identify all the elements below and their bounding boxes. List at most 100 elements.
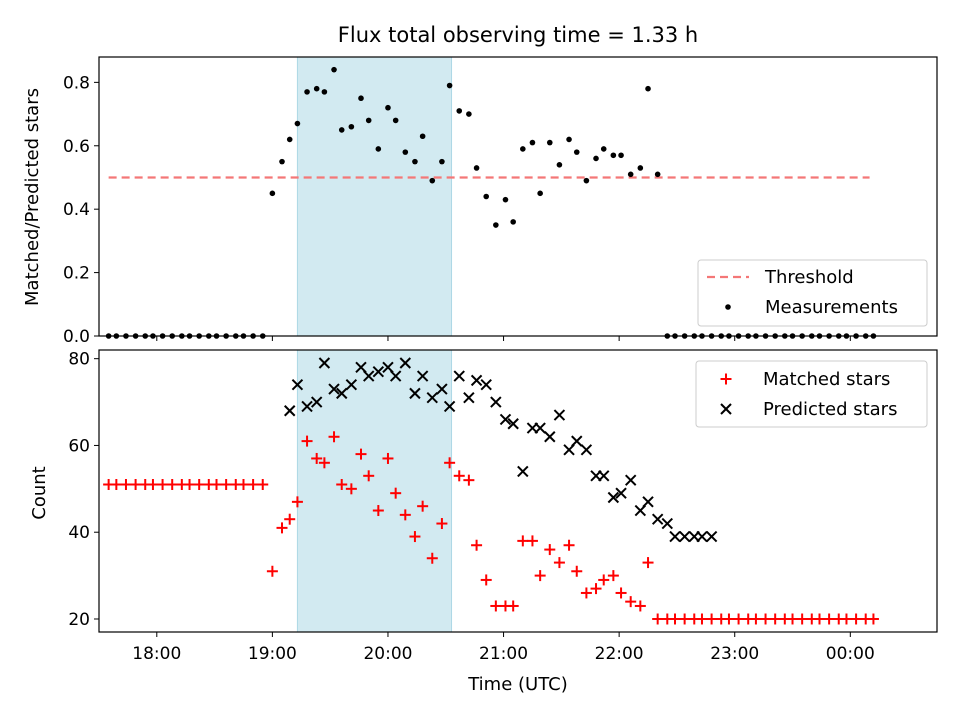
measurement-point: [294, 120, 301, 127]
matched-star-point: [544, 544, 556, 556]
matched-star-point: [284, 513, 296, 525]
predicted-star-point: [480, 379, 492, 391]
predicted-star-point-b: [507, 418, 519, 430]
legend-measurements-swatch: [725, 304, 731, 310]
matched-star-point: [733, 613, 745, 625]
predicted-star-point: [669, 530, 681, 543]
measurement-point: [618, 152, 624, 159]
measurement-point: [546, 139, 553, 146]
measurement-point: [385, 104, 391, 111]
matched-star-point: [436, 518, 448, 530]
predicted-star-point: [642, 496, 654, 508]
predicted-star-point: [544, 431, 556, 443]
measurement-point: [446, 82, 453, 89]
matched-star-point: [634, 600, 646, 612]
bottom-y-tick-label: 80: [68, 350, 90, 370]
measurement-point: [358, 95, 364, 102]
matched-star-point: [382, 452, 394, 464]
measurement-point: [600, 146, 607, 152]
predicted-star-point-b: [651, 513, 664, 525]
matched-star-point: [417, 500, 429, 512]
predicted-star-point: [328, 383, 340, 395]
measurement-point: [502, 196, 509, 203]
matched-star-point: [669, 613, 681, 625]
legend-predicted-label: Predicted stars: [763, 399, 897, 420]
measurement-point: [627, 171, 634, 178]
top-highlight-span-layer: [296, 56, 453, 337]
measurement-point: [348, 123, 355, 130]
legend-predicted-swatch: [720, 403, 732, 415]
measurement-point: [593, 155, 599, 162]
measurement-point: [537, 190, 543, 197]
top-y-tick-label: 0.0: [63, 327, 90, 347]
predicted-star-point: [624, 474, 637, 486]
predicted-star-point-b: [490, 396, 502, 408]
predicted-star-point-b: [615, 487, 627, 499]
matched-star-point: [157, 478, 169, 490]
predicted-star-point-b: [318, 357, 331, 369]
predicted-star-point-b: [499, 413, 512, 426]
matched-star-point: [444, 457, 456, 469]
predicted-star-point-b: [580, 444, 593, 456]
bottom-y-axis-label: Count: [29, 466, 50, 519]
matched-stars-layer: [103, 431, 879, 625]
matched-star-point: [247, 478, 259, 490]
predicted-star-point-b: [345, 379, 358, 391]
matched-star-point: [120, 478, 132, 490]
measurement-point: [510, 219, 516, 225]
measurement-point: [573, 149, 580, 155]
matched-star-point: [490, 600, 502, 612]
matched-star-point: [130, 478, 142, 490]
matched-star-point: [840, 613, 852, 625]
measurement-point: [637, 165, 644, 171]
matched-star-point: [553, 557, 565, 569]
measurement-point: [529, 139, 536, 146]
bottom-x-axis: 18:00 19:00 20:00 21:00 22:00 23:00 00:00: [132, 632, 875, 664]
predicted-star-point-b: [571, 435, 583, 447]
predicted-star-point-b: [696, 530, 708, 543]
bottom-x-tick-label: 18:00: [132, 644, 181, 664]
predicted-star-point: [463, 392, 475, 404]
measurement-point: [456, 108, 463, 114]
predicted-star-point: [310, 396, 323, 408]
matched-star-point: [399, 509, 411, 521]
matched-star-point: [426, 552, 438, 564]
predicted-star-point-b: [382, 361, 394, 374]
measurement-point: [466, 111, 472, 117]
top-y-tick-label: 0.8: [63, 73, 90, 93]
matched-star-point: [266, 565, 278, 577]
matched-star-point: [625, 596, 637, 608]
matched-star-point: [563, 539, 575, 551]
predicted-star-point: [409, 387, 421, 400]
matched-star-point: [517, 535, 529, 547]
matched-star-point: [110, 478, 122, 490]
highlight-span: [296, 56, 453, 337]
matched-star-point: [706, 613, 718, 625]
predicted-star-point-b: [624, 474, 637, 486]
bottom-panel: 20 40 60 80 18:00 19:00 20:00 21:00 22:00 23:00 0…: [29, 349, 938, 695]
measurement-point: [493, 222, 499, 228]
predicted-star-point: [372, 365, 385, 378]
matched-star-point: [823, 613, 835, 625]
predicted-star-point-b: [534, 422, 546, 434]
measurement-point: [286, 136, 293, 143]
predicted-star-point: [661, 517, 674, 530]
measurement-point: [269, 190, 276, 197]
bottom-x-tick-label: 22:00: [595, 644, 644, 664]
measurement-point: [279, 158, 285, 165]
legend-predicted-marker-b: [720, 403, 732, 415]
measurement-point: [412, 158, 418, 165]
matched-star-point: [652, 613, 664, 625]
predicted-star-point-b: [470, 374, 483, 387]
predicted-star-point-b: [336, 387, 348, 400]
predicted-star-point-b: [301, 400, 313, 413]
bottom-legend: Matched stars Predicted stars: [695, 360, 928, 428]
predicted-star-point-b: [480, 379, 492, 391]
matched-star-point: [615, 587, 627, 599]
predicted-star-point-b: [389, 370, 402, 382]
matched-star-point: [696, 613, 708, 625]
measurement-point: [338, 127, 345, 133]
predicted-star-point-b: [678, 530, 691, 543]
predicted-star-point: [580, 444, 593, 456]
